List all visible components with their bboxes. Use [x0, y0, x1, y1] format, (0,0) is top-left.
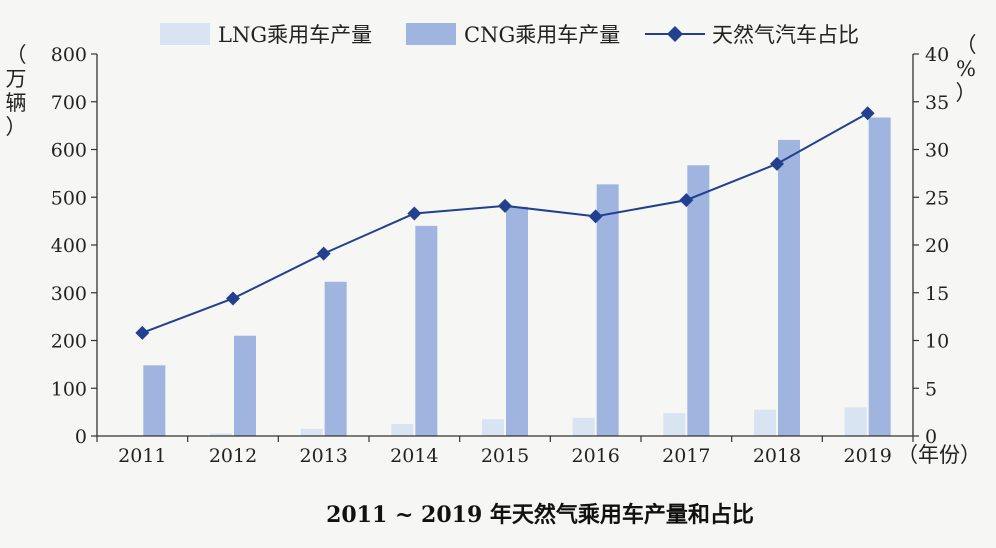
y-right-tick-label: 20 — [925, 235, 949, 257]
y-left-tick-label: 800 — [51, 44, 87, 66]
ratio-point-2019 — [860, 106, 875, 121]
y-left-tick-label: 200 — [51, 331, 87, 353]
ratio-point-2011 — [135, 325, 150, 340]
ratio-point-2012 — [226, 291, 240, 306]
y-left-tick-label: 100 — [51, 378, 87, 400]
y-right-tick-label: 35 — [925, 92, 949, 114]
legend-cng-swatch — [406, 23, 456, 45]
x-tick-label: 2017 — [662, 445, 710, 467]
cng-bar-2015 — [506, 206, 528, 436]
x-tick-label: 2016 — [571, 445, 619, 467]
y-left-label-char: 辆 — [6, 91, 27, 115]
cng-bar-2012 — [234, 335, 256, 436]
line-layer — [135, 106, 875, 340]
y-left-tick-label: 300 — [51, 283, 87, 305]
ratio-point-2018 — [770, 156, 784, 171]
y-right-label-char: ） — [956, 81, 977, 105]
lng-bar-2017 — [663, 413, 686, 436]
x-tick-label: 2018 — [753, 445, 801, 467]
y-left-tick-label: 700 — [51, 92, 87, 114]
legend-ratio-label: 天然气汽车占比 — [712, 23, 859, 47]
lng-bar-2015 — [482, 419, 504, 436]
cng-bar-2018 — [778, 139, 800, 436]
label-layer: 0 100 200 300 400 500 600 700 800 0 5 10 15 20 25 30 35 4… — [6, 33, 982, 467]
legend-lng-label: LNG乘用车产量 — [218, 23, 372, 47]
y-left-label-char: 万 — [6, 67, 27, 91]
y-right-label-char: （ — [956, 33, 977, 57]
cng-bar-2014 — [415, 225, 438, 436]
lng-bar-2019 — [844, 407, 867, 436]
bar-layer — [119, 117, 891, 436]
x-tick-label: 2019 — [843, 445, 891, 467]
y-left-tick-label: 600 — [51, 140, 87, 162]
y-right-label-char: % — [956, 57, 976, 81]
y-left-tick-label: 0 — [75, 426, 87, 448]
y-right-tick-label: 40 — [925, 44, 949, 66]
x-tick-label: 2015 — [481, 445, 529, 467]
legend-cng-label: CNG乘用车产量 — [464, 23, 620, 47]
ratio-point-2017 — [679, 193, 694, 208]
cng-bar-2013 — [324, 281, 347, 436]
chart-title: 2011 ~ 2019 年天然气乘用车产量和占比 — [326, 502, 754, 528]
y-left-tick-label: 400 — [51, 235, 87, 257]
legend-ratio-marker — [667, 26, 683, 42]
ratio-point-2016 — [588, 209, 603, 224]
lng-bar-2014 — [391, 424, 414, 436]
cng-bar-2019 — [868, 117, 891, 436]
ratio-line — [141, 112, 869, 334]
lng-bar-2016 — [572, 417, 595, 436]
y-left-label-char: （ — [6, 43, 27, 67]
ratio-point-2014 — [407, 206, 422, 221]
legend-lng-swatch — [160, 23, 210, 45]
cng-bar-2017 — [687, 165, 710, 436]
legend: LNG乘用车产量 CNG乘用车产量 天然气汽车占比 — [160, 23, 859, 47]
y-right-tick-label: 25 — [925, 187, 949, 209]
lng-bar-2018 — [754, 409, 776, 436]
y-right-tick-label: 30 — [925, 140, 949, 162]
y-right-tick-label: 15 — [925, 283, 949, 305]
y-left-label-char: ） — [6, 115, 27, 139]
ratio-point-2013 — [316, 246, 331, 261]
x-axis-label: （年份） — [897, 443, 981, 467]
ratio-point-2015 — [498, 198, 512, 213]
x-tick-label: 2011 — [118, 445, 166, 467]
x-tick-label: 2014 — [390, 445, 438, 467]
y-right-tick-label: 5 — [925, 378, 937, 400]
x-tick-label: 2012 — [209, 445, 257, 467]
cng-bar-2016 — [596, 184, 619, 436]
lng-bar-2012 — [210, 433, 232, 436]
lng-bar-2013 — [300, 428, 323, 436]
y-right-tick-label: 0 — [925, 426, 937, 448]
y-left-tick-label: 500 — [51, 187, 87, 209]
x-tick-label: 2013 — [299, 445, 347, 467]
cng-bar-2011 — [143, 365, 166, 436]
y-right-tick-label: 10 — [925, 331, 949, 353]
axes — [91, 53, 919, 442]
